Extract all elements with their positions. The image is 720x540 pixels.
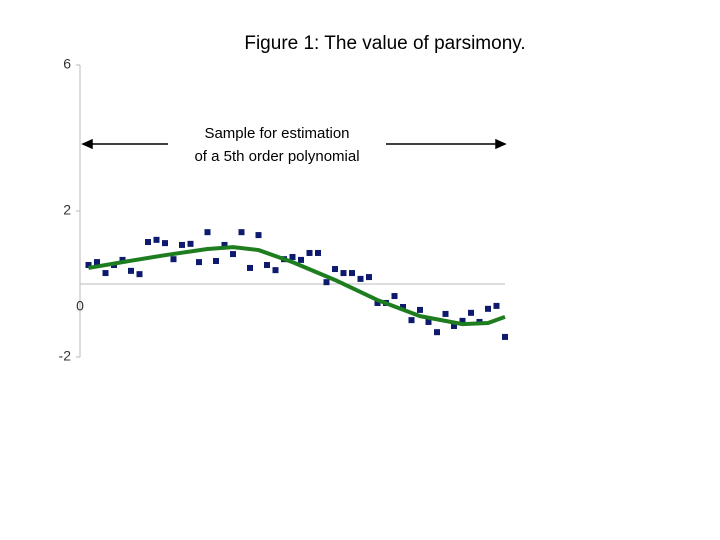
chart-title: Figure 1: The value of parsimony. — [244, 33, 525, 54]
data-point — [391, 293, 398, 300]
data-point — [408, 317, 415, 324]
data-point — [162, 240, 168, 247]
data-point — [255, 232, 262, 239]
data-point — [264, 262, 270, 269]
data-point — [238, 229, 245, 236]
data-point — [196, 259, 202, 266]
y-tick-label: -2 — [59, 348, 72, 364]
data-point — [145, 239, 151, 246]
data-point — [298, 256, 304, 263]
data-point — [434, 329, 440, 336]
data-point — [417, 306, 423, 313]
arrow-head — [495, 138, 507, 150]
data-point — [289, 253, 296, 260]
data-point — [204, 229, 211, 236]
data-point — [128, 267, 134, 274]
arrow-head — [81, 138, 93, 150]
data-point — [323, 279, 330, 286]
data-point — [332, 266, 338, 273]
data-point — [306, 249, 313, 256]
data-point — [170, 256, 177, 263]
data-point — [366, 274, 372, 281]
data-point — [425, 318, 432, 325]
y-tick-label: 2 — [63, 202, 71, 218]
data-point — [451, 322, 457, 329]
data-point — [221, 241, 228, 248]
data-point — [468, 309, 474, 316]
annotation-arrows — [81, 138, 507, 150]
data-point — [374, 299, 381, 306]
data-point — [119, 256, 126, 263]
data-point — [230, 251, 236, 258]
data-point — [153, 236, 160, 243]
data-point — [349, 270, 355, 277]
data-point — [400, 303, 406, 310]
annotation: Sample for estimation — [204, 125, 349, 142]
data-point — [247, 264, 253, 271]
data-point — [102, 270, 109, 277]
data-point — [272, 267, 279, 274]
data-point — [502, 333, 508, 340]
data-point — [315, 249, 321, 256]
y-tick-label: 6 — [63, 56, 71, 72]
data-point — [179, 241, 185, 248]
x-tick-label: 0 — [76, 298, 84, 314]
data-point — [459, 317, 466, 324]
data-point — [357, 275, 364, 282]
data-point — [187, 240, 194, 247]
annotation: of a 5th order polynomial — [194, 148, 359, 165]
data-point — [493, 302, 500, 309]
data-point — [213, 258, 219, 265]
data-point — [94, 259, 100, 266]
data-point — [485, 305, 491, 312]
data-point — [442, 310, 449, 317]
data-point — [85, 262, 92, 269]
fit-line — [88, 245, 506, 327]
data-point — [340, 270, 347, 277]
data-point — [136, 271, 143, 278]
